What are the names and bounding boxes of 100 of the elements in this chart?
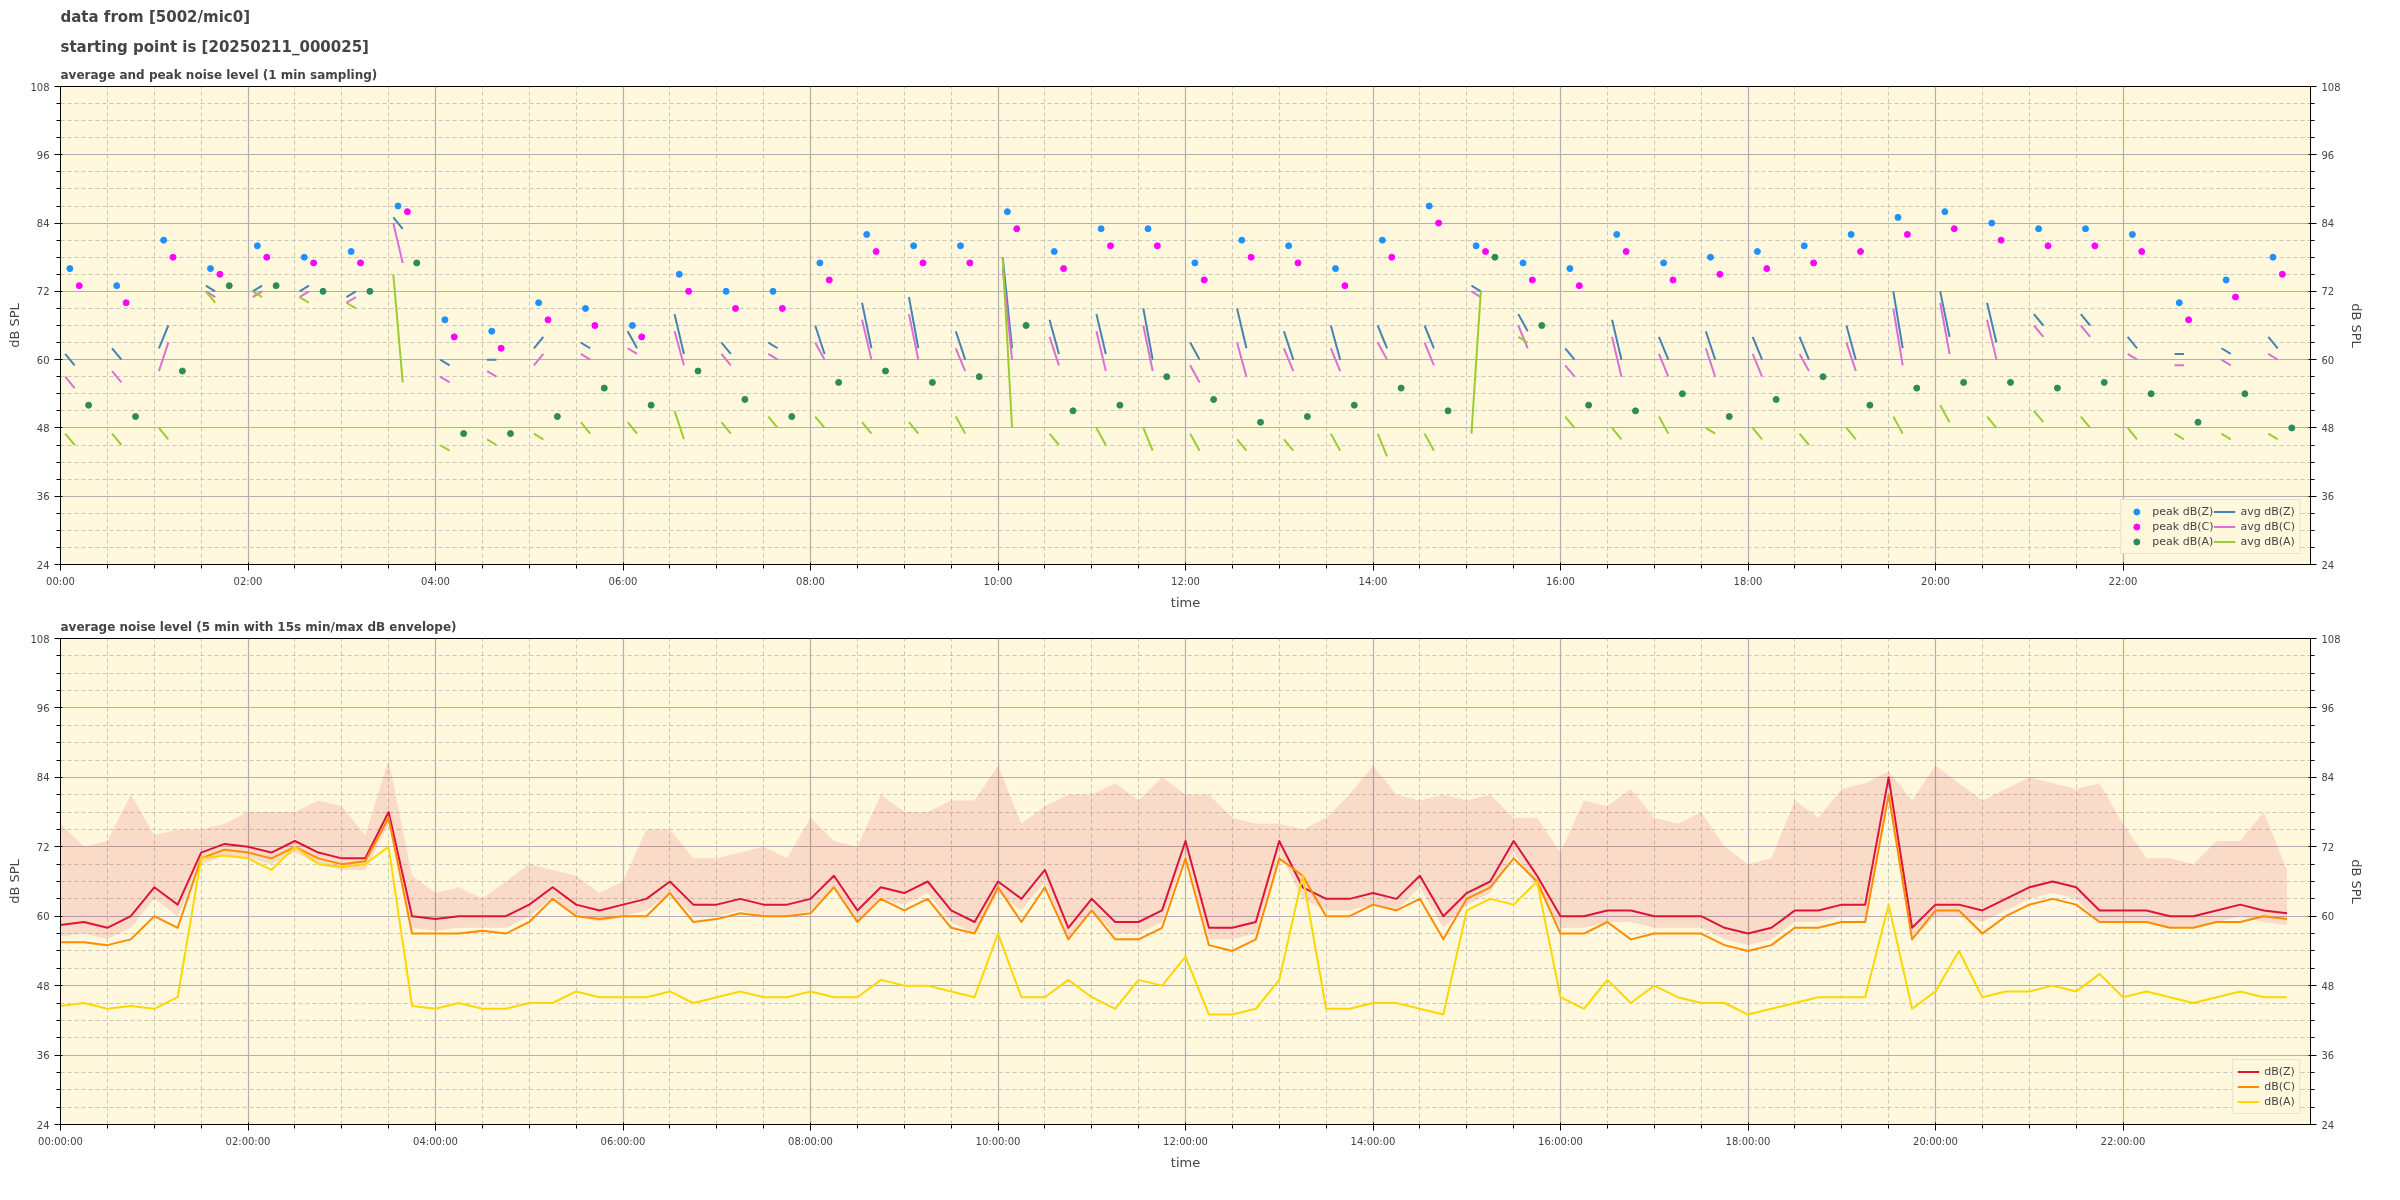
point: [544, 316, 552, 324]
point: [1622, 248, 1630, 256]
point: [863, 230, 871, 238]
point: [1678, 390, 1686, 398]
point: [1632, 407, 1639, 415]
x-tick-label: 08:00: [796, 575, 825, 587]
point: [1857, 248, 1864, 256]
y-tick-label: 96: [36, 149, 50, 161]
x-tick-label: 12:00: [1171, 575, 1200, 587]
point: [769, 287, 777, 295]
point: [1097, 225, 1105, 233]
point: [1060, 265, 1068, 273]
y-tick-label: 108: [30, 633, 50, 645]
point: [1397, 384, 1405, 392]
point: [1341, 282, 1349, 290]
point: [1003, 208, 1011, 216]
x-tick-label: 06:00:00: [600, 1135, 646, 1147]
point: [1022, 322, 1030, 329]
point: [1069, 407, 1077, 415]
point: [1332, 265, 1339, 273]
point: [2091, 242, 2099, 250]
point: [2082, 225, 2089, 233]
point: [2035, 225, 2043, 233]
y2-tick-label: 72: [2321, 286, 2335, 298]
point: [450, 333, 458, 341]
y-tick-label: 84: [36, 218, 50, 230]
y-tick-label: 36: [36, 1050, 50, 1062]
point: [2269, 253, 2277, 261]
point: [75, 282, 83, 290]
point: [1519, 259, 1527, 267]
y2-tick-label: 84: [2321, 218, 2335, 230]
point: [357, 259, 364, 267]
point: [488, 327, 496, 335]
point: [178, 367, 186, 375]
point: [975, 373, 983, 381]
point: [85, 401, 93, 409]
point: [1350, 401, 1358, 409]
y-tick-label: 96: [36, 702, 50, 714]
point: [816, 259, 824, 267]
y-tick-label: 36: [36, 491, 50, 503]
point: [1144, 225, 1152, 233]
y2-tick-label: 96: [2321, 702, 2335, 714]
point: [319, 287, 327, 295]
point: [253, 242, 261, 250]
point: [1903, 230, 1911, 238]
point: [2100, 378, 2108, 386]
point: [1163, 373, 1171, 381]
point: [910, 242, 918, 250]
point: [1107, 242, 1114, 250]
y-tick-label: 108: [30, 81, 50, 93]
point: [1482, 248, 1489, 256]
y-tick-label: 72: [36, 841, 50, 853]
point: [600, 384, 608, 392]
point: [778, 304, 786, 312]
point: [1585, 401, 1593, 409]
x-tick-label: 14:00: [1358, 575, 1388, 587]
legend-label: dB(C): [2264, 1079, 2295, 1094]
chart-title: average and peak noise level (1 min sampling): [60, 67, 378, 82]
y2-tick-label: 60: [2321, 354, 2335, 366]
point: [441, 316, 449, 324]
x-axis-title: time: [1170, 594, 1201, 610]
y2-tick-label: 48: [2321, 422, 2335, 434]
point: [1247, 253, 1255, 261]
point: [882, 367, 889, 375]
point: [263, 253, 271, 261]
y-axis-title: dB SPL: [7, 302, 23, 348]
point: [1660, 259, 1668, 267]
point: [1444, 407, 1452, 415]
point: [1941, 208, 1949, 216]
y-tick-label: 72: [36, 286, 50, 298]
point: [1913, 384, 1921, 392]
point: [1716, 270, 1724, 278]
y-tick-label: 60: [36, 911, 50, 923]
y-tick-label: 48: [36, 422, 50, 434]
point: [169, 253, 177, 261]
x-tick-label: 00:00:00: [38, 1135, 83, 1147]
legend-label: dB(A): [2264, 1094, 2295, 1109]
point: [160, 236, 168, 244]
point: [2044, 242, 2052, 250]
point: [966, 259, 974, 267]
point: [1753, 248, 1761, 256]
point: [1050, 248, 1058, 256]
point: [628, 322, 636, 329]
x-tick-label: 12:00:00: [1163, 1135, 1208, 1147]
point: [591, 322, 599, 329]
point: [1303, 413, 1311, 421]
point: [1238, 236, 1246, 244]
point: [732, 304, 739, 312]
point: [1538, 322, 1546, 329]
y2-tick-label: 48: [2321, 980, 2335, 992]
point: [685, 287, 693, 295]
y2-tick-label: 108: [2321, 633, 2341, 645]
point: [1191, 259, 1199, 267]
point: [722, 287, 730, 295]
point: [347, 248, 355, 256]
x-tick-label: 20:00: [1921, 575, 1950, 587]
point: [872, 248, 880, 256]
y-tick-label: 24: [36, 559, 50, 571]
point: [1819, 373, 1827, 381]
legend-label: avg dB(C): [2240, 519, 2295, 534]
